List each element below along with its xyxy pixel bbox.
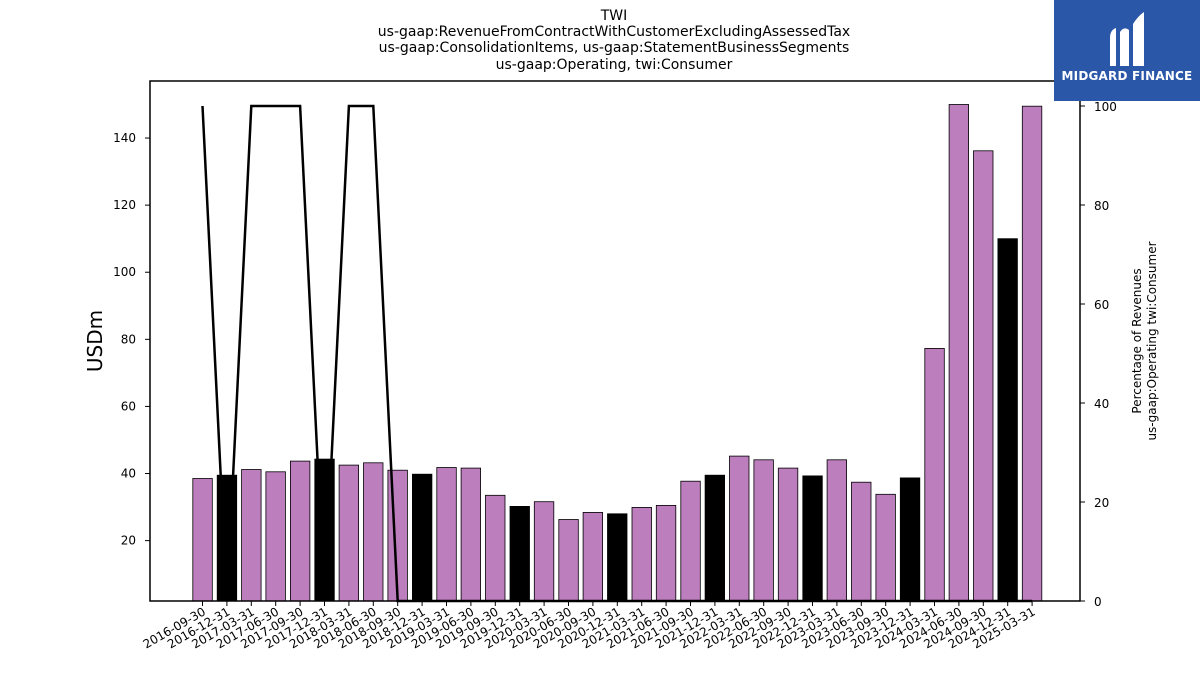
y2-tick-label-20: 20 xyxy=(1094,496,1109,510)
bar-2021-09-30 xyxy=(680,480,701,602)
y-tick-label-100: 100 xyxy=(113,265,136,279)
bar-2020-03-31 xyxy=(533,501,555,602)
y2-tick-label-60: 60 xyxy=(1094,298,1109,312)
bar-2019-09-30 xyxy=(485,494,506,602)
y-tick-label-60: 60 xyxy=(121,399,136,413)
bar-2021-06-30 xyxy=(655,504,677,602)
bar-2023-12-31 xyxy=(899,477,921,602)
y-tick-label-20: 20 xyxy=(121,534,136,548)
bar-2017-09-30 xyxy=(289,460,311,602)
y-tick-label-120: 120 xyxy=(113,198,136,212)
bar-2018-06-30 xyxy=(363,462,384,602)
bar-2019-12-31 xyxy=(509,505,530,602)
y2-tick-label-80: 80 xyxy=(1094,199,1109,213)
bar-2022-09-30 xyxy=(777,467,799,602)
bar-2022-12-31 xyxy=(802,475,823,602)
bar-2022-06-30 xyxy=(753,459,774,602)
y-tick-label-80: 80 xyxy=(121,332,136,346)
bar-2019-03-31 xyxy=(436,467,457,602)
y-tick-label-140: 140 xyxy=(113,131,136,145)
bar-2023-09-30 xyxy=(875,493,896,602)
chart-title-line-3: us-gaap:ConsolidationItems, us-gaap:Stat… xyxy=(379,40,850,56)
y-axis-label: USDm xyxy=(83,310,107,372)
y2-axis-label-line-1: Percentage of Revenues xyxy=(1130,268,1144,413)
plot-frame xyxy=(149,80,1081,602)
bar-2023-06-30 xyxy=(851,481,872,602)
bar-2023-03-31 xyxy=(826,459,847,602)
chart-title-line-1: TWI xyxy=(600,8,628,24)
bar-2018-12-31 xyxy=(411,473,433,602)
chart-title: TWI us-gaap:RevenueFromContractWithCusto… xyxy=(378,8,850,73)
bar-2017-03-31 xyxy=(241,469,262,602)
x-axis: 2016-09-302016-12-312017-03-312017-06-30… xyxy=(141,601,1038,651)
y2-tick-label-0: 0 xyxy=(1094,595,1102,609)
y2-axis-label-line-2: us-gaap:Operating twi:Consumer xyxy=(1145,241,1159,440)
y-tick-label-40: 40 xyxy=(121,467,136,481)
bar-2021-03-31 xyxy=(631,506,652,602)
bar-2024-03-31 xyxy=(924,347,945,602)
y-axis-right: 0 20 40 60 80 100 xyxy=(1080,100,1117,609)
bar-2019-06-30 xyxy=(460,467,482,602)
logo-text: MIDGARD FINANCE xyxy=(1061,69,1193,83)
bar-2025-03-31 xyxy=(1021,105,1043,602)
chart-title-line-4: us-gaap:Operating, twi:Consumer xyxy=(496,57,733,73)
bar-2021-12-31 xyxy=(704,474,725,602)
bar-2017-06-30 xyxy=(265,471,286,602)
midgard-logo-icon xyxy=(1110,12,1144,66)
bar-2020-12-31 xyxy=(607,513,628,602)
bar-2024-12-31 xyxy=(997,238,1018,602)
midgard-finance-logo: MIDGARD FINANCE xyxy=(1054,0,1200,101)
y-axis-left: 20 40 60 80 100 120 140 xyxy=(113,131,150,548)
chart-title-line-2: us-gaap:RevenueFromContractWithCustomerE… xyxy=(378,24,850,40)
bar-2018-03-31 xyxy=(338,464,360,602)
bar-2024-06-30 xyxy=(948,104,969,602)
bar-2024-09-30 xyxy=(973,150,994,602)
y2-tick-label-40: 40 xyxy=(1094,397,1109,411)
bar-2016-09-30 xyxy=(192,478,213,602)
y2-tick-label-100: 100 xyxy=(1094,100,1117,114)
bar-2022-03-31 xyxy=(729,455,750,602)
bar-2020-06-30 xyxy=(558,519,579,602)
bar-2020-09-30 xyxy=(582,512,603,602)
